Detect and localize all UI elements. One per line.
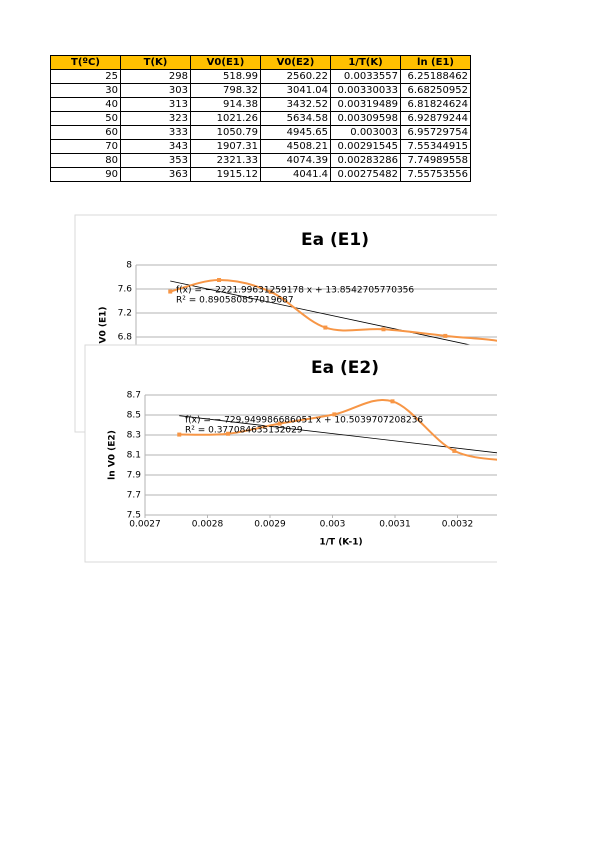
header-cell: 1/T(K) xyxy=(330,55,401,70)
y-tick-label: 7.5 xyxy=(127,511,141,521)
marker xyxy=(443,333,448,338)
marker xyxy=(217,278,222,283)
trendline-label: R² = 0.377084635132029 xyxy=(185,426,303,436)
marker xyxy=(381,327,386,332)
x-tick-label: 0.0031 xyxy=(379,520,411,530)
y-tick-label: 7.2 xyxy=(118,309,132,319)
y-tick-label: 6.8 xyxy=(118,333,133,343)
trendline-label: R² = 0.890580857019687 xyxy=(176,296,294,306)
header-cell: T(ºC) xyxy=(50,55,121,70)
row: 60 333 1050.79 4945.65 0.003003 6.95729754 xyxy=(50,125,471,140)
y-tick-label: 7.6 xyxy=(118,285,133,295)
marker xyxy=(332,412,337,417)
marker xyxy=(268,289,273,294)
header-cell: ln (E1) xyxy=(400,55,471,70)
x-tick-label: 0.0027 xyxy=(129,520,161,530)
series-line xyxy=(179,399,497,461)
x-tick-label: 0.0029 xyxy=(254,520,286,530)
y-tick-label: 8.7 xyxy=(127,391,141,401)
y-tick-label: 8.3 xyxy=(127,431,141,441)
y-tick-label: 7.9 xyxy=(127,471,142,481)
y-tick-label: 8.1 xyxy=(127,451,141,461)
cell: 7.55753556 xyxy=(400,167,471,182)
x-tick-label: 0.0032 xyxy=(442,520,474,530)
marker xyxy=(168,289,173,294)
x-tick-label: 0.0028 xyxy=(192,520,224,530)
chart-title: Ea (E2) xyxy=(311,358,379,378)
y-tick-label: 8 xyxy=(126,261,132,271)
cell: 7.55344915 xyxy=(400,139,471,154)
chart-area xyxy=(84,344,497,563)
marker xyxy=(323,325,328,330)
marker xyxy=(277,421,282,426)
cell: 0.00275482 xyxy=(330,167,401,182)
row: 80 353 2321.33 4074.39 0.00283286 7.74989558 xyxy=(50,153,471,168)
series-line xyxy=(170,279,497,342)
header-cell: T(K) xyxy=(120,55,191,70)
marker xyxy=(509,342,513,346)
trendline-label: f(x) = − 729.949986686051 x + 10.5039707… xyxy=(185,416,423,426)
cell: 1915.12 xyxy=(190,167,261,182)
row: 90 363 1915.12 4041.4 0.00275482 7.55753556 xyxy=(50,167,471,182)
x-axis-label: 1/T (K-1) xyxy=(319,538,362,548)
marker xyxy=(553,478,557,482)
marker xyxy=(518,461,522,465)
trendline xyxy=(179,415,497,454)
marker xyxy=(544,368,548,372)
chart: Ea (E2) 7.5 7.7 7.9 8.1 8.3 8.5 8.7 0.0027 0.0028… xyxy=(84,344,557,563)
marker xyxy=(452,448,457,453)
marker xyxy=(226,431,231,436)
trendline-label: f(x) = − 2221.99631259178 x + 13.8542705… xyxy=(176,286,414,296)
y-axis-label: V0 (E1) xyxy=(99,307,109,344)
y-tick-label: 7.7 xyxy=(127,491,141,501)
y-tick-label: 8.5 xyxy=(127,411,141,421)
chart-title: Ea (E1) xyxy=(301,230,369,250)
data-table: T(ºC) T(K) V0(E1) V0(E2) 1/T(K) ln (E1) 25 298 5… xyxy=(50,55,471,182)
row: 30 303 798.32 3041.04 0.00330033 6.68250952 xyxy=(50,83,471,98)
marker xyxy=(177,432,182,437)
y-axis-label: ln V0 (E2) xyxy=(108,430,118,480)
marker xyxy=(390,399,395,404)
row: 50 323 1021.26 5634.58 0.00309598 6.92879244 xyxy=(50,111,471,126)
x-tick-label: 0.003 xyxy=(320,520,346,530)
